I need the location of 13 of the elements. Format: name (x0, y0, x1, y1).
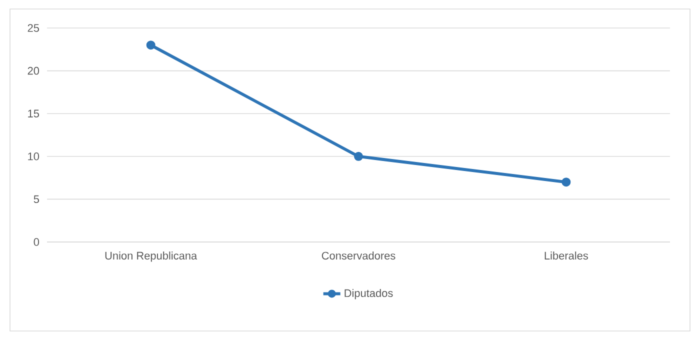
x-tick-label: Liberales (544, 252, 588, 260)
legend-label: Diputados (344, 288, 393, 300)
y-tick-label: 20 (28, 66, 40, 75)
y-tick-label: 25 (28, 24, 40, 32)
y-tick-label: 10 (28, 152, 40, 160)
point (562, 178, 571, 187)
y-tick-label: 0 (34, 238, 40, 246)
point (354, 152, 364, 161)
y-tick-label: 15 (28, 110, 40, 118)
y-tick-label: 5 (34, 195, 40, 204)
x-tick-label: Union Republicana (105, 252, 198, 262)
x-tick-label: Conservadores (322, 252, 396, 260)
point (146, 40, 156, 50)
